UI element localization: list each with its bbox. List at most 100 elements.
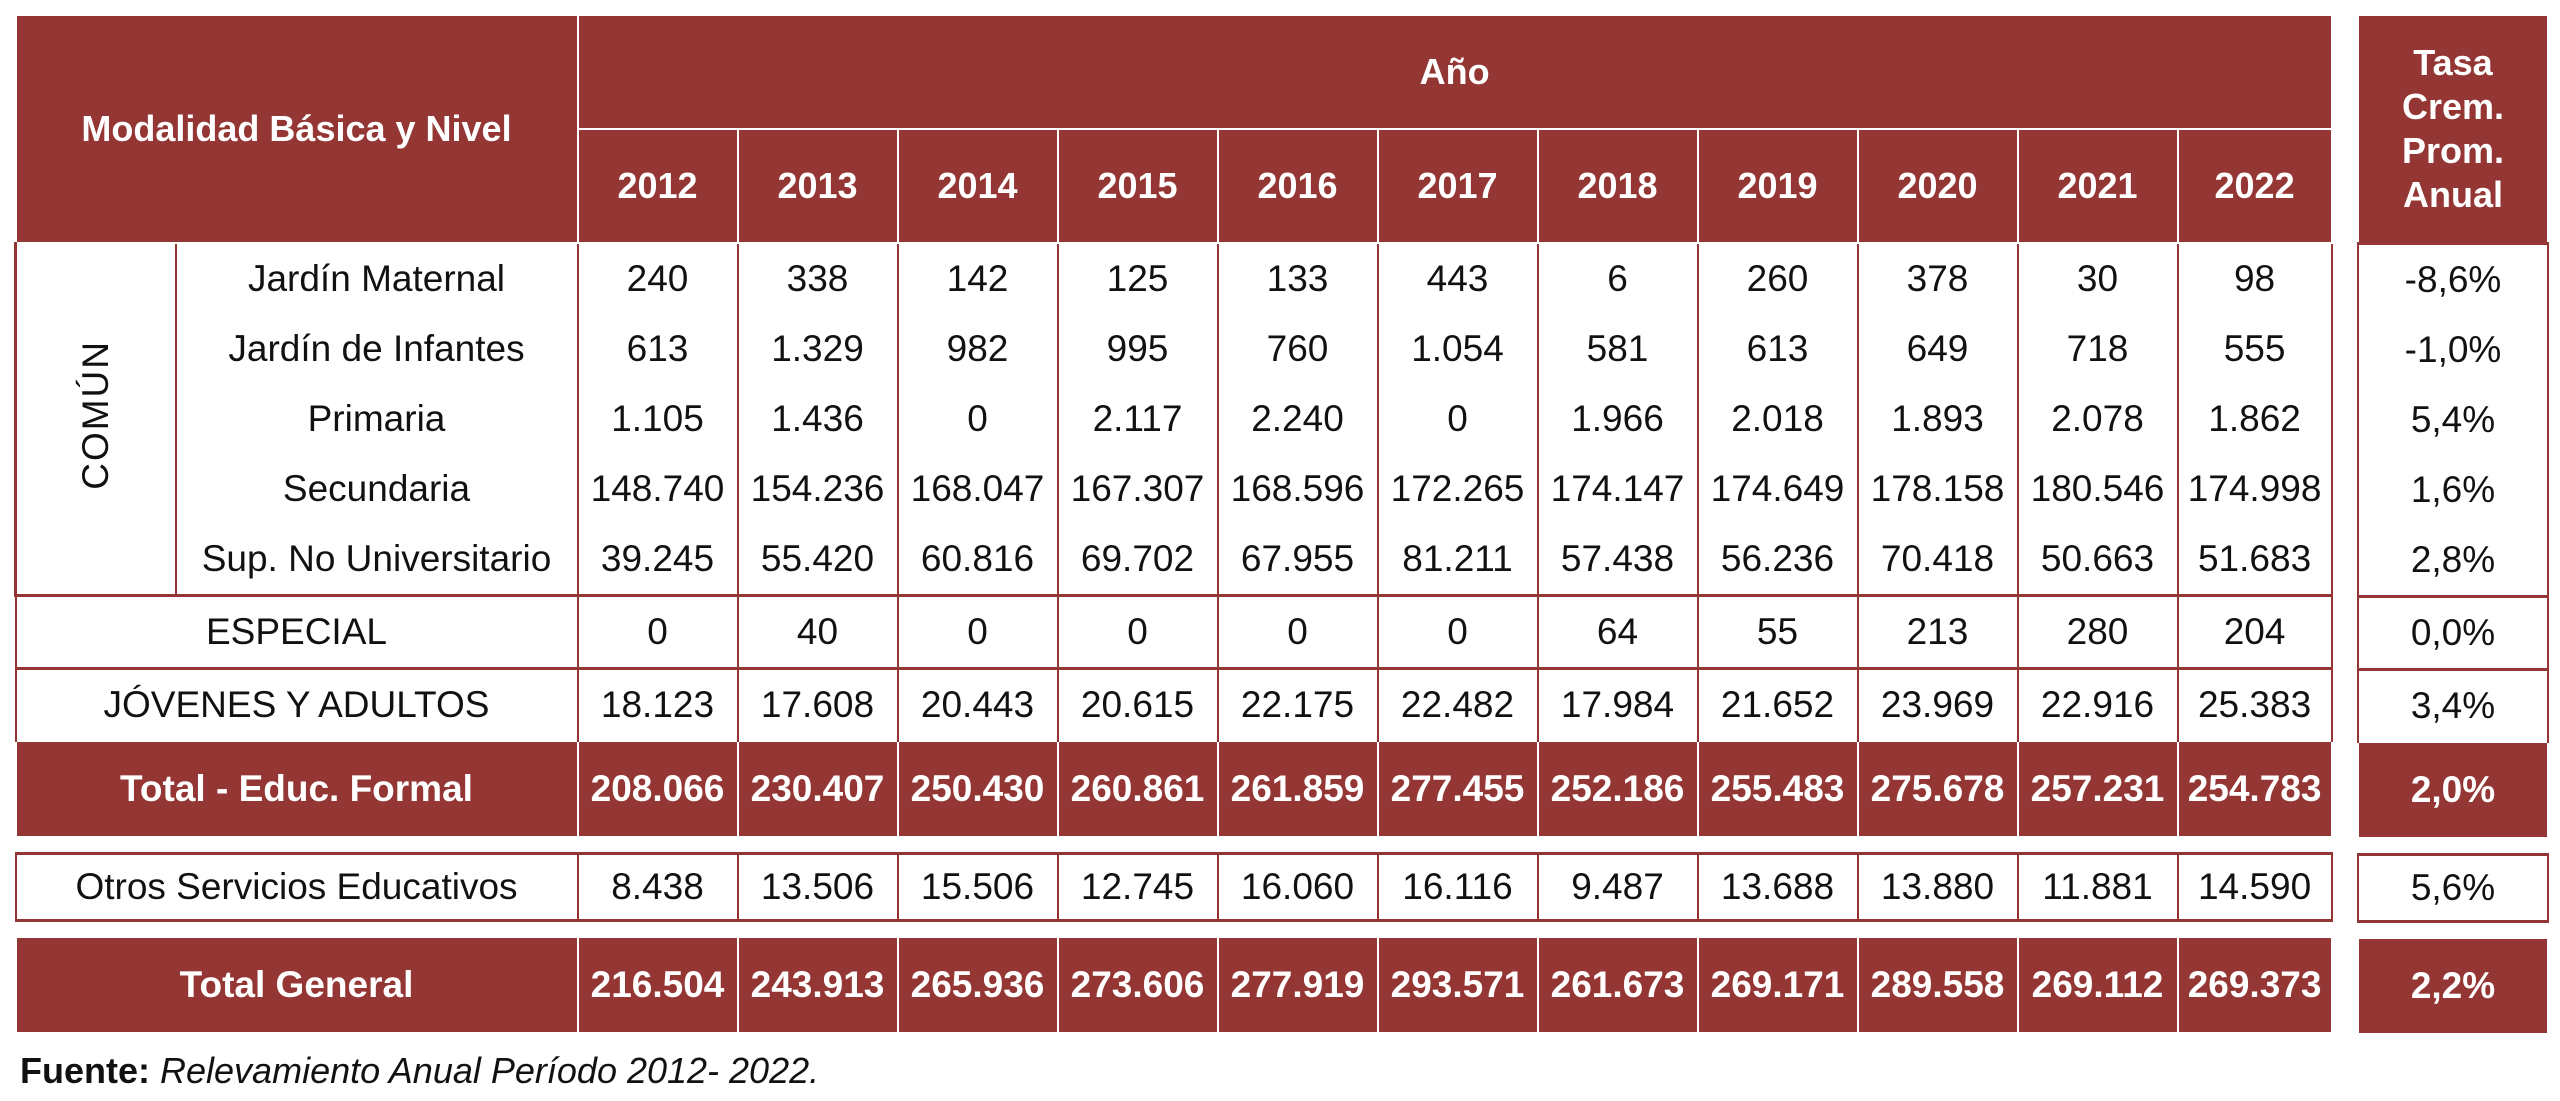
cell-value: 1.329: [736, 314, 899, 384]
cell-value: 260.861: [1056, 740, 1219, 838]
row-label: JÓVENES Y ADULTOS: [14, 667, 579, 741]
row-label: Total General: [14, 936, 579, 1034]
header-tasa: Tasa Crem. Prom. Anual: [2357, 14, 2549, 244]
row-comun: Secundaria 148.740 154.236 168.047 167.307 16…: [16, 454, 2333, 524]
row-total-general: Total General 216.504 243.913 265.936 273.60…: [14, 936, 2333, 1034]
cell-value: 649: [1856, 314, 2019, 384]
cell-value: 17.608: [736, 667, 899, 741]
cell-value: 1.436: [736, 384, 899, 454]
cell-value: 154.236: [736, 454, 899, 524]
tasa-value: 3,4%: [2357, 667, 2549, 742]
cell-value: 81.211: [1376, 524, 1539, 596]
tasa-value: 2,2%: [2357, 936, 2549, 1035]
cell-value: 142: [896, 243, 1059, 314]
cell-value: 277.919: [1216, 936, 1379, 1034]
tasa-value: 5,6%: [2357, 852, 2549, 923]
main-table: Modalidad Básica y Nivel Año 2012 2013 201…: [14, 14, 2333, 1034]
row-label: ESPECIAL: [14, 594, 579, 669]
row-especial: ESPECIAL 0 40 0 0 0 0 64 55 213 280 204: [14, 594, 2333, 669]
tasa-value: 2,0%: [2357, 740, 2549, 839]
year-header-2017: 2017: [1376, 128, 1539, 244]
cell-value: 9.487: [1536, 852, 1699, 922]
cell-value: 0: [1056, 594, 1219, 669]
cell-value: 13.688: [1696, 852, 1859, 922]
row-comun: Jardín de Infantes 613 1.329 982 995 760 1.054…: [16, 314, 2333, 384]
cell-value: 67.955: [1216, 524, 1379, 596]
tasa-value: -1,0%: [2357, 314, 2549, 385]
cell-value: 60.816: [896, 524, 1059, 596]
row-comun: Primaria 1.105 1.436 0 2.117 2.240 0 1.966 2.018…: [16, 384, 2333, 454]
cell-value: 260: [1696, 243, 1859, 314]
cell-value: 277.455: [1376, 740, 1539, 838]
cell-value: 17.984: [1536, 667, 1699, 741]
cell-value: 613: [576, 314, 739, 384]
cell-value: 293.571: [1376, 936, 1539, 1034]
tasa-value: 5,4%: [2357, 384, 2549, 455]
row-label: Otros Servicios Educativos: [14, 852, 579, 922]
cell-value: 261.673: [1536, 936, 1699, 1034]
cell-value: 50.663: [2016, 524, 2179, 596]
year-header-2015: 2015: [1056, 128, 1219, 244]
cell-value: 22.175: [1216, 667, 1379, 741]
cell-value: 16.116: [1376, 852, 1539, 922]
cell-value: 56.236: [1696, 524, 1859, 596]
row-label: Primaria: [174, 384, 579, 454]
cell-value: 338: [736, 243, 899, 314]
cell-value: 250.430: [896, 740, 1059, 838]
cell-value: 39.245: [576, 524, 739, 596]
cell-value: 213: [1856, 594, 2019, 669]
comun-label-cell: COMÚN: [14, 243, 177, 597]
cell-value: 1.966: [1536, 384, 1699, 454]
cell-value: 168.596: [1216, 454, 1379, 524]
cell-value: 148.740: [576, 454, 739, 524]
source-note: Fuente: Relevamiento Anual Período 2012-…: [20, 1050, 819, 1092]
cell-value: 55.420: [736, 524, 899, 596]
cell-value: 12.745: [1056, 852, 1219, 922]
cell-value: 174.147: [1536, 454, 1699, 524]
cell-value: 216.504: [576, 936, 739, 1034]
cell-value: 443: [1376, 243, 1539, 314]
cell-value: 13.880: [1856, 852, 2019, 922]
year-header-row: 2012 2013 2014 2015 2016 2017 2018 2019 2020 2021…: [16, 128, 2333, 244]
cell-value: 2.117: [1056, 384, 1219, 454]
cell-value: 55: [1696, 594, 1859, 669]
cell-value: 22.916: [2016, 667, 2179, 741]
cell-value: 280: [2016, 594, 2179, 669]
cell-value: 243.913: [736, 936, 899, 1034]
cell-value: 167.307: [1056, 454, 1219, 524]
cell-value: 20.443: [896, 667, 1059, 741]
row-label: Jardín de Infantes: [174, 314, 579, 384]
cell-value: 14.590: [2176, 852, 2333, 922]
cell-value: 69.702: [1056, 524, 1219, 596]
year-header-2022: 2022: [2176, 128, 2333, 244]
cell-value: 64: [1536, 594, 1699, 669]
cell-value: 273.606: [1056, 936, 1219, 1034]
cell-value: 168.047: [896, 454, 1059, 524]
cell-value: 18.123: [576, 667, 739, 741]
cell-value: 261.859: [1216, 740, 1379, 838]
year-header-2014: 2014: [896, 128, 1059, 244]
tasa-value: 0,0%: [2357, 594, 2549, 669]
cell-value: 0: [896, 594, 1059, 669]
cell-value: 13.506: [736, 852, 899, 922]
cell-value: 230.407: [736, 740, 899, 838]
year-header-2019: 2019: [1696, 128, 1859, 244]
cell-value: 21.652: [1696, 667, 1859, 741]
year-header-2020: 2020: [1856, 128, 2019, 244]
cell-value: 178.158: [1856, 454, 2019, 524]
cell-value: 289.558: [1856, 936, 2019, 1034]
cell-value: 1.105: [576, 384, 739, 454]
cell-value: 275.678: [1856, 740, 2019, 838]
year-header-2021: 2021: [2016, 128, 2179, 244]
cell-value: 1.862: [2176, 384, 2333, 454]
row-label: Secundaria: [174, 454, 579, 524]
tasa-value: 1,6%: [2357, 454, 2549, 525]
cell-value: 255.483: [1696, 740, 1859, 838]
cell-value: 174.649: [1696, 454, 1859, 524]
cell-value: 1.054: [1376, 314, 1539, 384]
cell-value: 265.936: [896, 936, 1059, 1034]
cell-value: 180.546: [2016, 454, 2179, 524]
cell-value: 6: [1536, 243, 1699, 314]
tasa-value: -8,6%: [2357, 241, 2549, 315]
header-modalidad: Modalidad Básica y Nivel: [14, 14, 579, 244]
